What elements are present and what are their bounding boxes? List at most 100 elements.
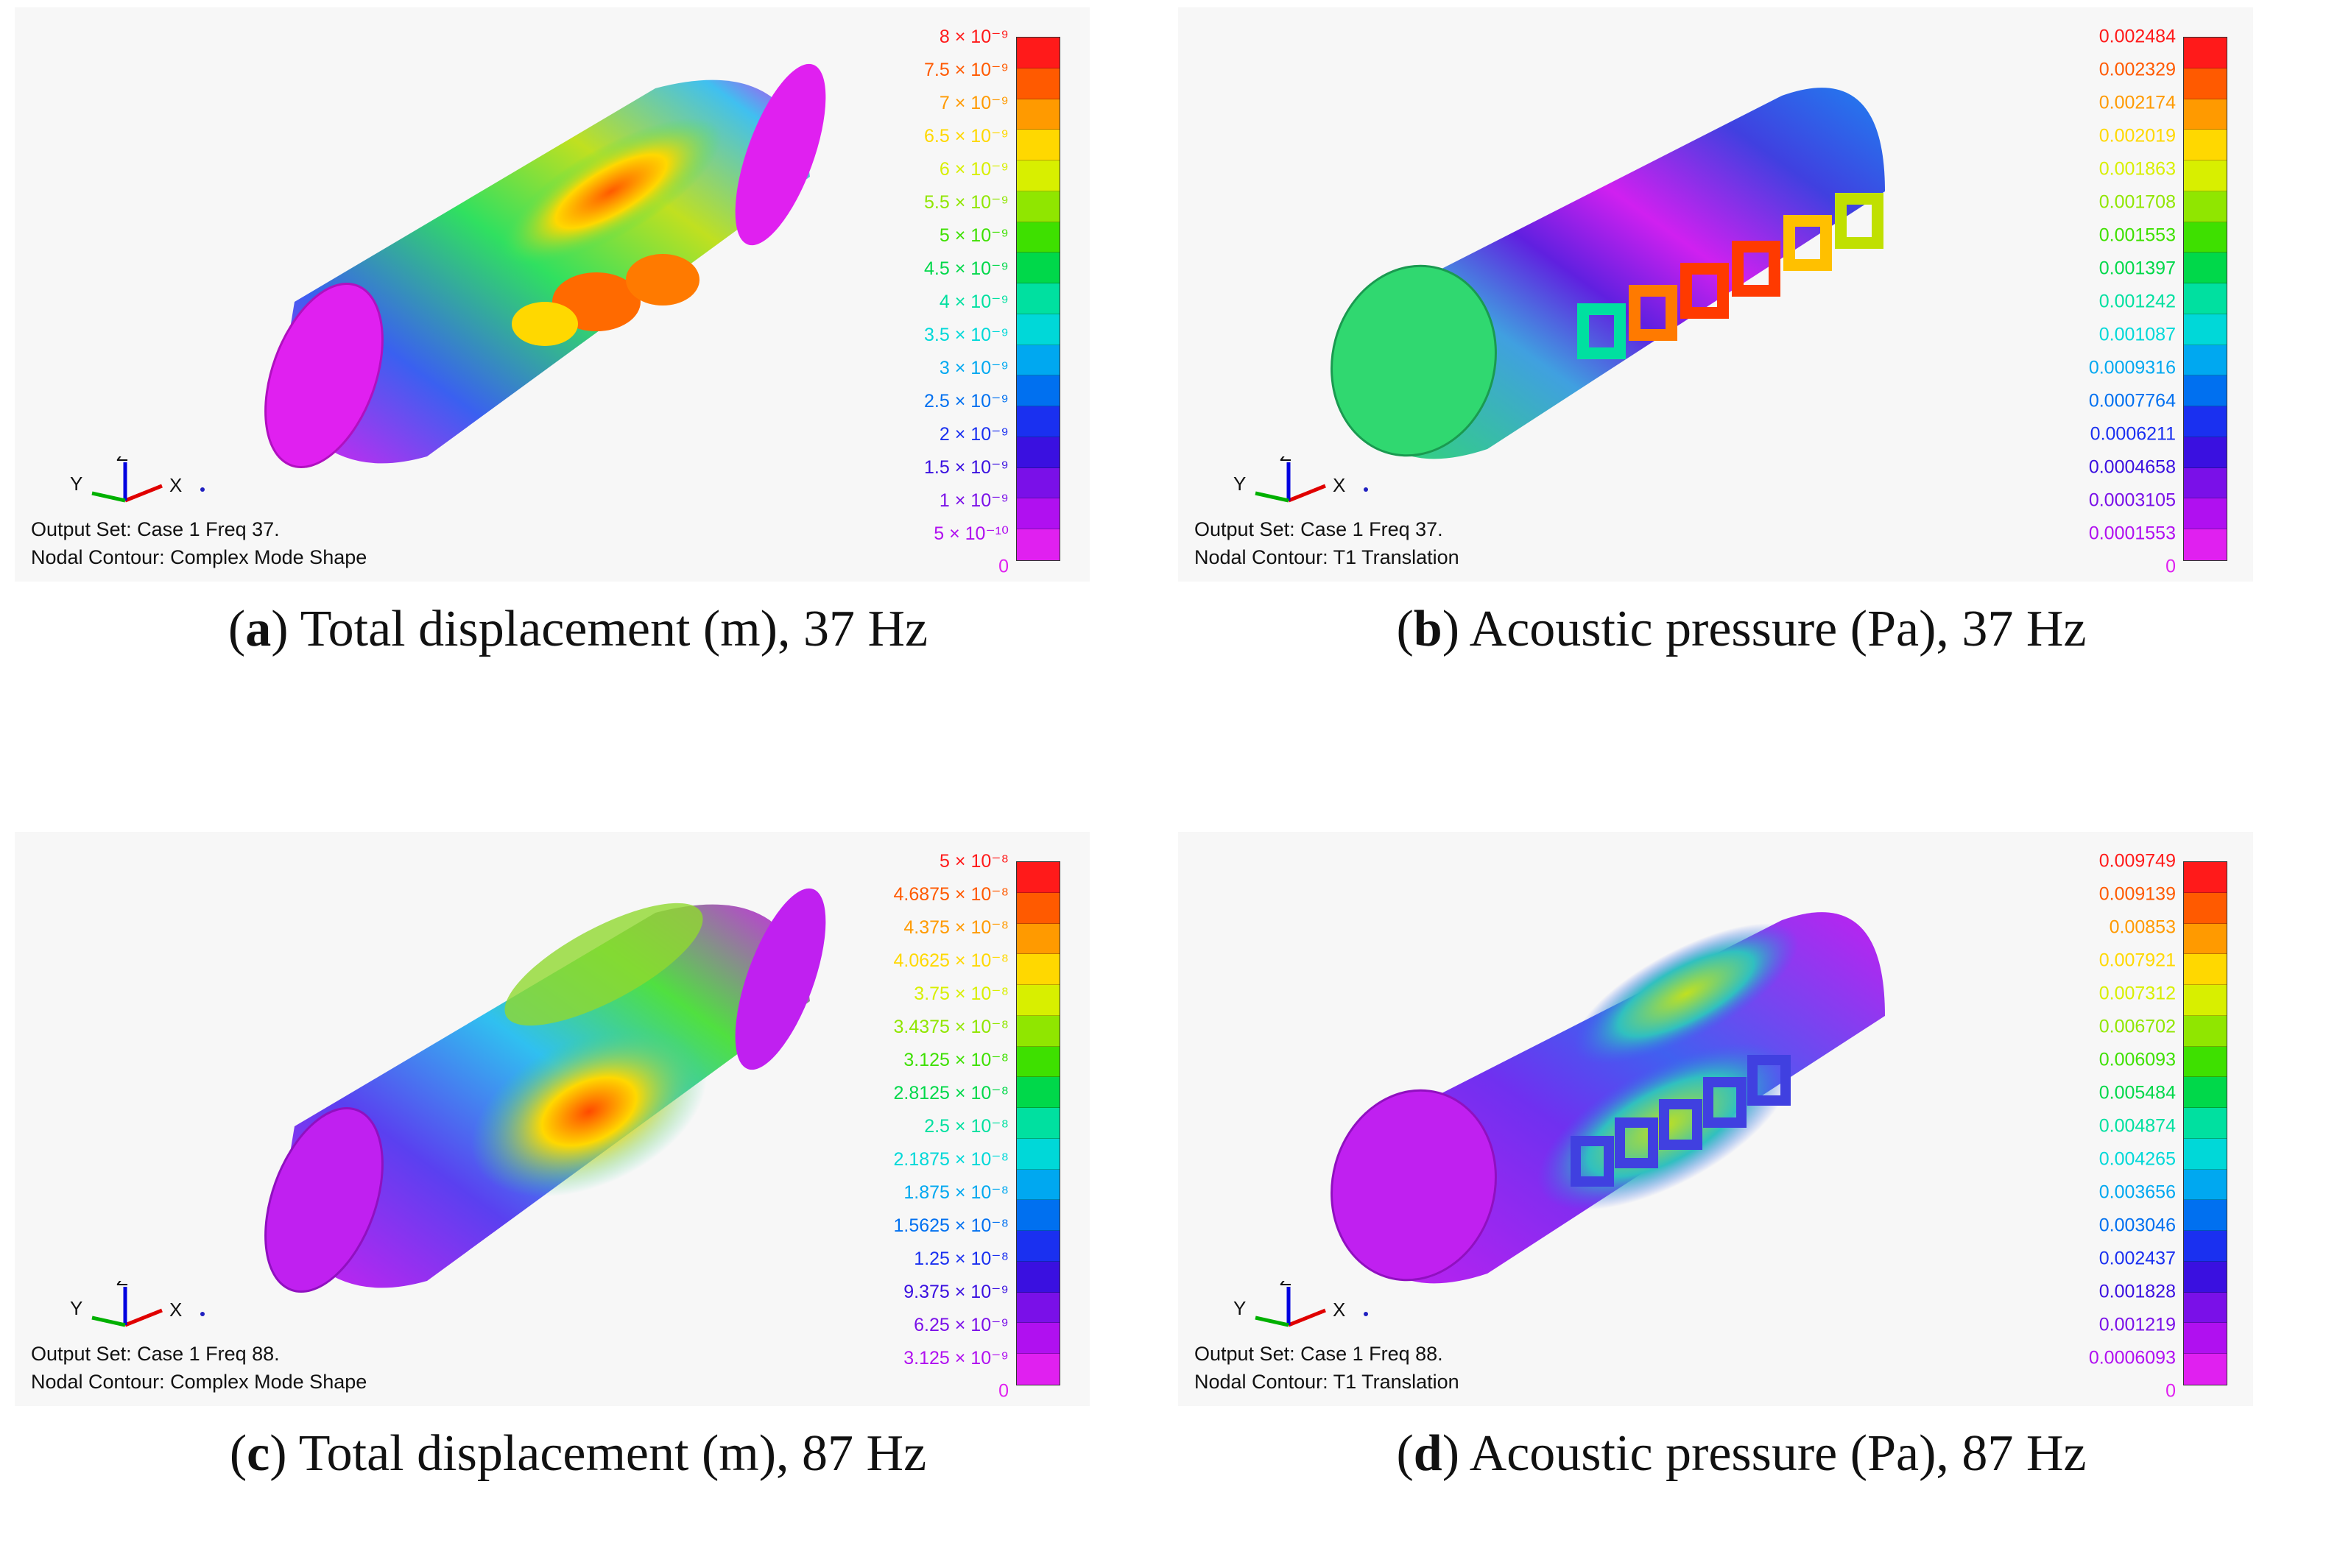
legend-label: 5 × 10⁻⁹ xyxy=(939,225,1009,246)
legend-label: 7.5 × 10⁻⁹ xyxy=(924,60,1009,80)
legend-color-swatch xyxy=(1017,1200,1060,1231)
coordinate-triad: X Z Y xyxy=(70,456,205,503)
fuselage-model-d xyxy=(1331,912,1885,1284)
legend-label: 3.5 × 10⁻⁹ xyxy=(924,325,1009,345)
panel-b: X Z Y Output Set: Case 1 Freq 37. Nodal … xyxy=(1178,7,2305,744)
panel-a: X Z Y Output Set: Case 1 Freq 37. Nodal … xyxy=(15,7,1141,744)
legend-color-swatch xyxy=(2184,1323,2227,1354)
legend-color-swatch xyxy=(2184,437,2227,468)
legend-label: 2.1875 × 10⁻⁸ xyxy=(893,1149,1009,1170)
caption: (b) Acoustic pressure (Pa), 37 Hz xyxy=(1396,601,2087,657)
legend-color-swatch xyxy=(2184,498,2227,529)
legend-label: 0.0006093 xyxy=(2088,1347,2176,1369)
legend-label: 6.25 × 10⁻⁹ xyxy=(914,1315,1009,1335)
svg-text:X: X xyxy=(1333,1299,1345,1321)
legend-label: 3.125 × 10⁻⁹ xyxy=(903,1348,1009,1369)
legend-color-swatch xyxy=(1017,283,1060,314)
caption-letter: d xyxy=(1413,1425,1442,1482)
svg-text:Z: Z xyxy=(1280,456,1291,465)
output-info: Output Set: Case 1 Freq 88. Nodal Contou… xyxy=(1194,1340,1459,1396)
legend-color-swatch xyxy=(2184,1261,2227,1293)
svg-text:Y: Y xyxy=(70,1297,82,1319)
svg-text:Z: Z xyxy=(116,1281,128,1290)
caption-text: ) Total displacement (m), 87 Hz xyxy=(269,1425,927,1482)
legend-color-swatch xyxy=(2184,130,2227,160)
legend-label: 3.4375 × 10⁻⁸ xyxy=(893,1017,1009,1037)
output-set: Output Set: Case 1 Freq 37. xyxy=(1194,518,1443,540)
legend-color-swatch xyxy=(1017,1077,1060,1108)
legend-label: 0.004874 xyxy=(2098,1115,2176,1137)
legend-label: 0.002484 xyxy=(2098,26,2176,47)
render-area: X Z Y Output Set: Case 1 Freq 88. Nodal … xyxy=(15,832,1090,1406)
fuselage-model-c xyxy=(264,888,826,1293)
legend-color-swatch xyxy=(1017,1046,1060,1078)
legend-label: 1.5625 × 10⁻⁸ xyxy=(893,1215,1009,1236)
legend-color-swatch xyxy=(2184,1231,2227,1262)
legend-color-swatch xyxy=(2184,954,2227,985)
nodal-contour: Nodal Contour: Complex Mode Shape xyxy=(31,1371,367,1393)
caption-text: ) Acoustic pressure (Pa), 37 Hz xyxy=(1442,601,2087,657)
legend-color-swatch xyxy=(1017,1108,1060,1139)
svg-text:X: X xyxy=(1333,474,1345,496)
legend-color-swatch xyxy=(2184,1077,2227,1108)
legend-color-swatch xyxy=(2184,1200,2227,1231)
legend-color-swatch xyxy=(1017,1138,1060,1170)
legend-label: 3.125 × 10⁻⁸ xyxy=(903,1050,1009,1070)
legend-label: 5 × 10⁻¹⁰ xyxy=(934,523,1009,544)
svg-text:Y: Y xyxy=(70,473,82,495)
legend-color-swatch xyxy=(2184,467,2227,499)
legend-label: 1.5 × 10⁻⁹ xyxy=(924,457,1009,478)
legend-label: 0.001863 xyxy=(2098,158,2176,180)
legend-label: 0.001397 xyxy=(2098,258,2176,279)
legend-label: 0.0001553 xyxy=(2088,523,2176,544)
legend-color-swatch xyxy=(1017,130,1060,160)
nodal-contour: Nodal Contour: T1 Translation xyxy=(1194,1371,1459,1393)
legend-label: 0.0007764 xyxy=(2088,390,2176,412)
legend-label: 2.8125 × 10⁻⁸ xyxy=(893,1083,1009,1103)
legend-color-swatch xyxy=(2184,99,2227,130)
legend-label: 2 × 10⁻⁹ xyxy=(939,424,1009,445)
legend-label: 0.0006211 xyxy=(2090,423,2176,445)
legend-label: 0.009749 xyxy=(2098,850,2176,872)
coordinate-triad: X Z Y xyxy=(1233,1281,1368,1327)
caption: (d) Acoustic pressure (Pa), 87 Hz xyxy=(1396,1425,2087,1482)
legend-color-swatch xyxy=(1017,892,1060,924)
legend-color-swatch xyxy=(2184,160,2227,191)
caption-letter: b xyxy=(1413,601,1442,657)
legend-color-swatch xyxy=(1017,160,1060,191)
caption: (c) Total displacement (m), 87 Hz xyxy=(229,1425,927,1482)
legend-label: 6 × 10⁻⁹ xyxy=(939,159,1009,180)
nodal-contour: Nodal Contour: Complex Mode Shape xyxy=(31,546,367,568)
legend-color-swatch xyxy=(2184,923,2227,955)
legend-color-swatch xyxy=(2184,68,2227,99)
legend-labels: 0.009749 0.009139 0.00853 0.007921 0.007312 0… xyxy=(2036,850,2176,1402)
legend-color-swatch xyxy=(1017,406,1060,437)
legend-color-swatch xyxy=(1017,985,1060,1016)
legend-color-swatch xyxy=(2184,892,2227,924)
legend-label: 0.002174 xyxy=(2098,92,2176,113)
caption-text: ) Total displacement (m), 37 Hz xyxy=(271,601,928,657)
legend-label: 4 × 10⁻⁹ xyxy=(939,292,1009,312)
legend-color-swatch xyxy=(2184,985,2227,1016)
legend-color-swatch xyxy=(1017,467,1060,499)
legend-color-swatch xyxy=(1017,222,1060,253)
legend-color-swatch xyxy=(1017,923,1060,955)
legend-label: 2.5 × 10⁻⁹ xyxy=(924,391,1009,412)
legend-label: 1.25 × 10⁻⁸ xyxy=(914,1249,1009,1269)
fuselage-model-a xyxy=(264,63,826,468)
legend-color-swatch xyxy=(2184,1138,2227,1170)
legend-label: 0.003046 xyxy=(2098,1215,2176,1236)
legend-label: 0.0003105 xyxy=(2088,490,2176,511)
output-info: Output Set: Case 1 Freq 88. Nodal Contou… xyxy=(31,1340,367,1396)
nodal-contour: Nodal Contour: T1 Translation xyxy=(1194,546,1459,568)
legend-label: 0.004265 xyxy=(2098,1148,2176,1170)
legend-color-swatch xyxy=(2184,191,2227,222)
legend-color-swatch xyxy=(2184,1169,2227,1201)
legend-label: 0.00853 xyxy=(2109,917,2176,938)
caption-letter: c xyxy=(247,1425,270,1482)
panel-d: X Z Y Output Set: Case 1 Freq 88. Nodal … xyxy=(1178,832,2305,1568)
legend-label: 0.0004658 xyxy=(2088,456,2176,478)
legend-color-swatch xyxy=(1017,437,1060,468)
legend-label: 0.001828 xyxy=(2098,1281,2176,1302)
coordinate-triad: X Z Y xyxy=(1233,456,1368,503)
